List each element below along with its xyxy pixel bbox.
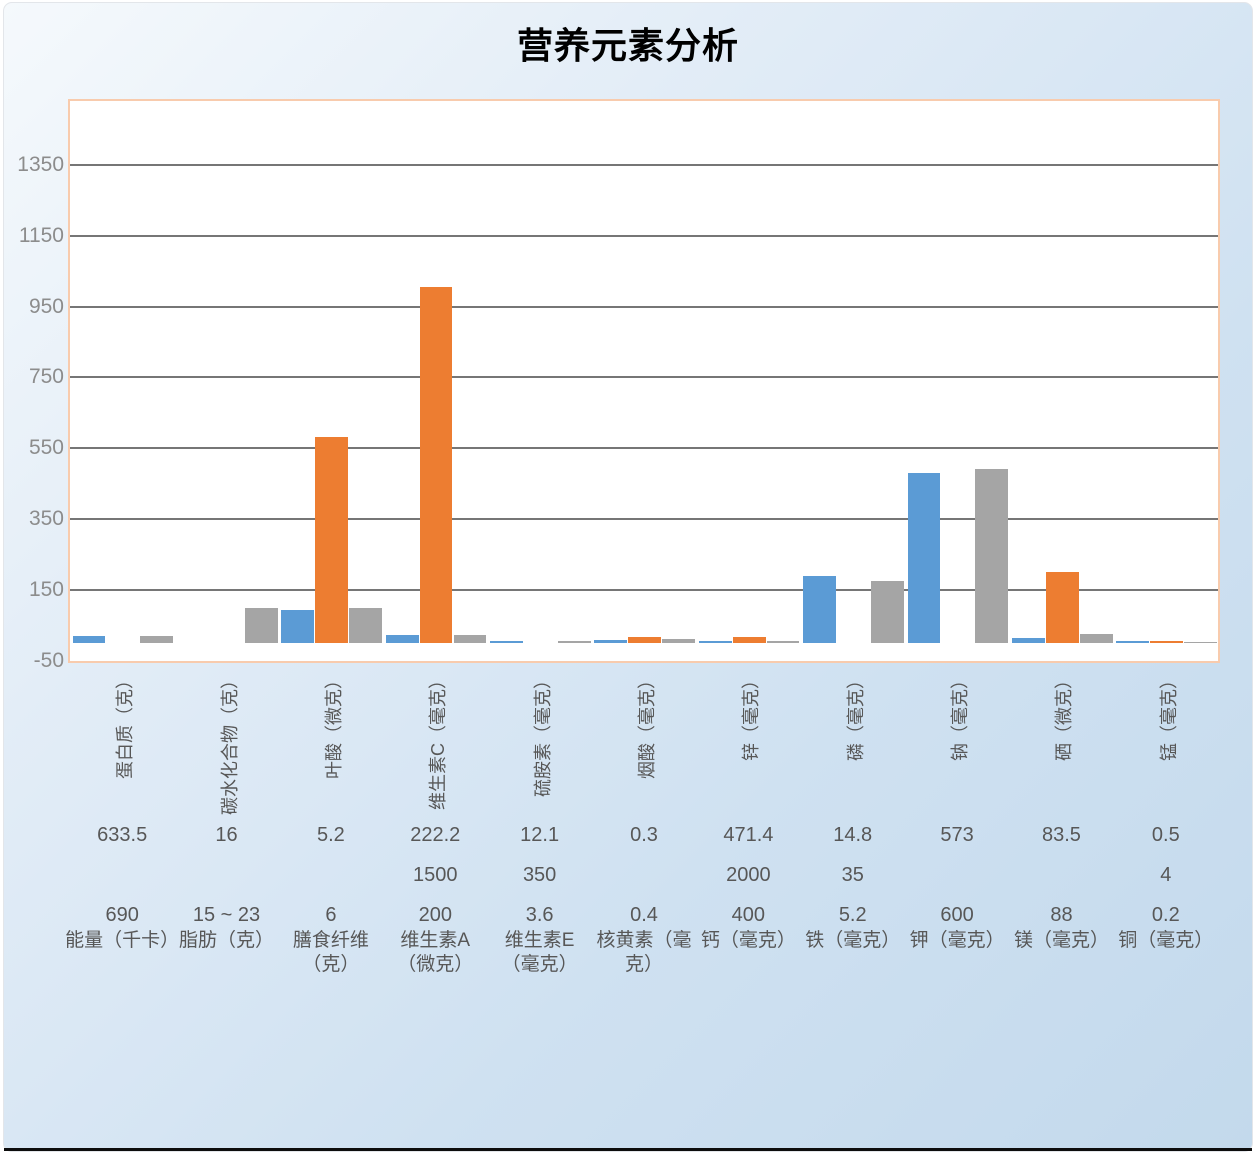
bar-gray-col11 bbox=[1184, 641, 1217, 643]
value-label-row3: 15 ~ 23 bbox=[192, 904, 261, 926]
gridline bbox=[70, 518, 1218, 521]
bar-orange-col7 bbox=[732, 636, 766, 643]
category-label-rotated: 锌（毫克） bbox=[741, 671, 762, 761]
category-label-rotated: 磷（毫克） bbox=[845, 671, 866, 761]
gridline bbox=[70, 376, 1218, 379]
bar-gray-col6 bbox=[662, 638, 696, 643]
gridline bbox=[70, 234, 1218, 237]
value-label-row3: 3.6 bbox=[525, 904, 554, 926]
value-label-row1: 5.2 bbox=[317, 824, 345, 846]
y-tick-label: -50 bbox=[33, 649, 64, 672]
value-label-row1: 471.4 bbox=[723, 824, 774, 846]
value-label-row1: 222.2 bbox=[410, 824, 461, 846]
category-label-rotated: 钠（毫克） bbox=[950, 671, 971, 761]
category-label-bottom: 钾（毫克） bbox=[909, 930, 1005, 951]
y-tick-label: 950 bbox=[28, 294, 64, 318]
y-tick-label: 1350 bbox=[17, 152, 64, 176]
bar-blue-col9 bbox=[907, 472, 941, 643]
y-tick-label: 1150 bbox=[18, 223, 64, 247]
bar-blue-col8 bbox=[803, 575, 836, 643]
category-label-rotated: 硒（微克） bbox=[1054, 671, 1075, 761]
plot-area bbox=[68, 99, 1220, 663]
value-label-row2: 350 bbox=[522, 864, 557, 886]
category-label-bottom: 维生素A（微克） bbox=[397, 930, 474, 975]
gridline bbox=[70, 163, 1218, 166]
gridline bbox=[70, 447, 1218, 450]
bar-gray-col5 bbox=[557, 640, 591, 643]
category-label-rotated: 碳水化合物（克） bbox=[219, 671, 240, 815]
value-label-row3: 88 bbox=[1050, 904, 1073, 926]
chart-surface: 营养元素分析 -50 150 350 550 750 950 1150 1350 蛋白质（克）… bbox=[3, 2, 1253, 1152]
bar-gray-col2 bbox=[244, 607, 278, 643]
value-label-row1: 633.5 bbox=[97, 824, 148, 846]
bar-blue-col10 bbox=[1011, 637, 1045, 643]
y-tick-label: 350 bbox=[28, 507, 64, 531]
bar-gray-col3 bbox=[349, 607, 383, 643]
bar-orange-col11 bbox=[1150, 640, 1184, 643]
value-label-row1: 0.5 bbox=[1151, 824, 1180, 846]
bar-blue-col5 bbox=[490, 640, 523, 643]
category-label-bottom: 核黄素（毫克） bbox=[596, 930, 692, 975]
gridline bbox=[70, 589, 1218, 592]
bar-orange-col3 bbox=[315, 437, 349, 643]
gridline bbox=[70, 305, 1218, 308]
bar-blue-col6 bbox=[594, 640, 628, 643]
bar-orange-col4 bbox=[419, 286, 453, 643]
category-label-rotated: 烟酸（毫克） bbox=[637, 671, 657, 779]
value-label-row2: 4 bbox=[1160, 864, 1172, 886]
bar-orange-col6 bbox=[628, 636, 662, 643]
bar-blue-col11 bbox=[1116, 640, 1150, 643]
value-label-row2: 1500 bbox=[413, 864, 458, 886]
category-label-rotated: 维生素C（毫克） bbox=[428, 671, 449, 810]
value-label-row3: 0.4 bbox=[630, 904, 658, 926]
value-label-row3: 6 bbox=[325, 904, 337, 926]
category-label-bottom: 铜（毫克） bbox=[1118, 930, 1214, 951]
value-label-row3: 200 bbox=[418, 904, 452, 926]
value-label-row2: 2000 bbox=[726, 864, 771, 886]
value-label-row1: 573 bbox=[940, 824, 974, 846]
bar-gray-col4 bbox=[453, 635, 487, 643]
bar-gray-col1 bbox=[140, 635, 174, 643]
category-label-rotated: 硫胺素（毫克） bbox=[532, 671, 553, 797]
category-label-rotated: 锰（毫克） bbox=[1158, 671, 1179, 761]
value-label-row3: 0.2 bbox=[1151, 904, 1180, 926]
y-tick-label: 150 bbox=[28, 578, 64, 602]
value-label-row1: 16 bbox=[215, 824, 238, 846]
bar-gray-col8 bbox=[870, 580, 904, 643]
category-label-rotated: 蛋白质（克） bbox=[115, 671, 136, 779]
category-label-bottom: 铁（毫克） bbox=[805, 930, 901, 951]
bar-blue-col7 bbox=[698, 640, 732, 643]
category-label-bottom: 能量（千卡） bbox=[65, 930, 180, 951]
screenshot-bottom-edge bbox=[4, 1148, 1252, 1151]
category-label-rotated: 叶酸（微克） bbox=[323, 671, 344, 779]
bar-gray-col10 bbox=[1079, 634, 1113, 643]
value-label-row1: 14.8 bbox=[833, 824, 873, 846]
value-label-row3: 600 bbox=[940, 904, 974, 926]
bar-blue-col1 bbox=[72, 635, 106, 643]
bar-blue-col3 bbox=[281, 610, 315, 643]
value-label-row1: 0.3 bbox=[630, 824, 658, 846]
y-tick-label: 550 bbox=[28, 436, 64, 460]
bar-gray-col9 bbox=[975, 469, 1009, 643]
category-label-bottom: 镁（毫克） bbox=[1013, 930, 1109, 951]
value-label-row2: 35 bbox=[841, 864, 864, 886]
category-label-bottom: 钙（毫克） bbox=[700, 930, 796, 951]
value-label-row3: 690 bbox=[105, 904, 139, 926]
value-label-row1: 12.1 bbox=[520, 824, 560, 846]
value-label-row1: 83.5 bbox=[1041, 824, 1081, 846]
bar-blue-col4 bbox=[385, 635, 419, 643]
y-tick-label: 750 bbox=[28, 365, 64, 389]
value-label-row3: 400 bbox=[731, 904, 766, 926]
chart-title: 营养元素分析 bbox=[516, 26, 739, 66]
bar-gray-col7 bbox=[766, 640, 800, 643]
category-label-bottom: 膳食纤维（克） bbox=[292, 930, 369, 975]
category-label-bottom: 脂肪（克） bbox=[179, 930, 275, 951]
value-label-row3: 5.2 bbox=[838, 904, 867, 926]
category-label-bottom: 维生素E（毫克） bbox=[501, 930, 578, 975]
bar-orange-col10 bbox=[1045, 572, 1079, 643]
